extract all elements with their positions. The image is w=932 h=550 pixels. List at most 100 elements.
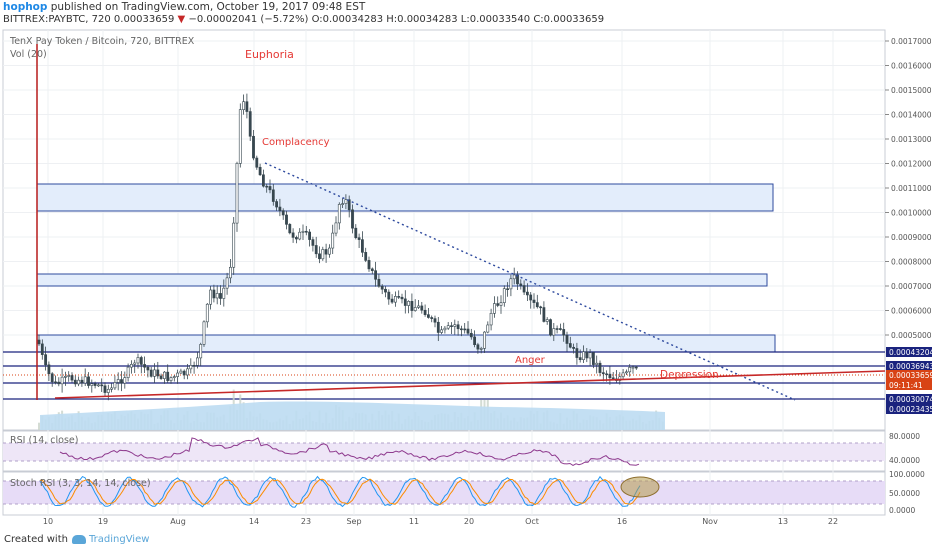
candle-body[interactable] <box>37 339 41 345</box>
candle-body[interactable] <box>268 186 272 191</box>
candle-body[interactable] <box>351 209 354 229</box>
candle-body[interactable] <box>502 288 506 303</box>
candle-body[interactable] <box>318 253 321 260</box>
candle-body[interactable] <box>417 305 420 308</box>
candle-body[interactable] <box>205 303 209 323</box>
candle-body[interactable] <box>288 224 292 234</box>
candle-body[interactable] <box>153 369 156 377</box>
username-link[interactable]: hophop <box>3 1 48 13</box>
candle-body[interactable] <box>565 334 569 344</box>
candle-body[interactable] <box>77 379 81 385</box>
candle-body[interactable] <box>426 314 430 318</box>
candle-body[interactable] <box>400 296 404 300</box>
support-trend-line[interactable] <box>54 370 886 399</box>
candle-body[interactable] <box>525 291 529 296</box>
candle-body[interactable] <box>149 369 153 377</box>
candle-body[interactable] <box>377 278 381 287</box>
candle-body[interactable] <box>156 369 160 377</box>
resistance-zone-3[interactable] <box>36 334 776 353</box>
candle-body[interactable] <box>344 199 348 204</box>
candle-body[interactable] <box>628 367 632 373</box>
candle-body[interactable] <box>245 101 249 112</box>
downtrend-line[interactable] <box>264 162 796 401</box>
candle-body[interactable] <box>90 383 94 386</box>
candle-body[interactable] <box>166 371 170 381</box>
candle-body[interactable] <box>311 239 315 246</box>
candle-body[interactable] <box>413 307 417 311</box>
candle-body[interactable] <box>100 384 104 387</box>
candle-body[interactable] <box>229 266 232 279</box>
candle-body[interactable] <box>367 260 371 270</box>
candle-body[interactable] <box>159 375 163 379</box>
highlight-ellipse[interactable] <box>620 476 660 498</box>
candle-body[interactable] <box>301 230 305 233</box>
candle-body[interactable] <box>450 325 453 327</box>
candle-body[interactable] <box>215 293 219 299</box>
candle-body[interactable] <box>265 185 269 188</box>
candle-body[interactable] <box>314 245 318 255</box>
candle-body[interactable] <box>182 370 186 376</box>
candle-body[interactable] <box>235 163 239 224</box>
candle-body[interactable] <box>67 375 71 377</box>
candle-body[interactable] <box>44 354 48 366</box>
candle-body[interactable] <box>479 348 483 350</box>
candle-body[interactable] <box>308 231 312 240</box>
candle-body[interactable] <box>169 377 173 381</box>
candle-body[interactable] <box>486 324 490 333</box>
candle-body[interactable] <box>393 296 397 303</box>
candle-body[interactable] <box>384 288 387 293</box>
candle-body[interactable] <box>337 204 341 224</box>
candle-body[interactable] <box>136 357 140 364</box>
candle-body[interactable] <box>126 366 130 378</box>
candle-body[interactable] <box>73 379 77 385</box>
candle-body[interactable] <box>285 214 288 225</box>
candle-body[interactable] <box>341 203 345 205</box>
candle-body[interactable] <box>255 157 259 168</box>
candle-body[interactable] <box>324 249 328 255</box>
candle-body[interactable] <box>489 313 493 326</box>
candle-body[interactable] <box>143 364 147 368</box>
candle-body[interactable] <box>60 376 64 385</box>
candle-body[interactable] <box>532 299 536 303</box>
candle-body[interactable] <box>291 232 295 238</box>
candle-body[interactable] <box>357 237 361 240</box>
candle-body[interactable] <box>64 376 67 378</box>
candle-body[interactable] <box>588 352 592 359</box>
candle-body[interactable] <box>496 303 500 306</box>
candle-body[interactable] <box>598 362 602 373</box>
candle-body[interactable] <box>196 357 199 366</box>
candle-body[interactable] <box>298 231 302 240</box>
candle-body[interactable] <box>585 351 589 359</box>
candle-body[interactable] <box>463 328 467 331</box>
candle-body[interactable] <box>443 327 447 331</box>
candle-body[interactable] <box>595 362 599 365</box>
candle-body[interactable] <box>403 298 407 306</box>
candle-body[interactable] <box>116 379 120 383</box>
candle-body[interactable] <box>430 317 434 319</box>
candle-body[interactable] <box>374 270 378 280</box>
candle-body[interactable] <box>446 325 450 329</box>
candle-body[interactable] <box>601 372 605 375</box>
candle-body[interactable] <box>199 344 203 359</box>
candle-body[interactable] <box>281 210 285 216</box>
candle-body[interactable] <box>238 109 242 164</box>
candle-body[interactable] <box>618 376 622 381</box>
candle-body[interactable] <box>347 199 351 211</box>
candle-body[interactable] <box>93 383 97 386</box>
candle-body[interactable] <box>54 381 57 384</box>
candle-body[interactable] <box>519 283 523 286</box>
candle-body[interactable] <box>578 357 582 360</box>
candle-body[interactable] <box>370 268 374 271</box>
candle-body[interactable] <box>466 328 470 334</box>
candle-body[interactable] <box>364 252 368 261</box>
candle-body[interactable] <box>407 301 411 306</box>
candle-body[interactable] <box>87 376 90 386</box>
candle-body[interactable] <box>605 373 609 376</box>
candle-body[interactable] <box>192 365 196 367</box>
candle-body[interactable] <box>219 293 222 299</box>
candlesticks[interactable] <box>37 93 638 401</box>
candle-body[interactable] <box>380 286 384 290</box>
candle-body[interactable] <box>139 357 143 365</box>
candle-body[interactable] <box>492 303 496 314</box>
candle-body[interactable] <box>459 328 463 331</box>
